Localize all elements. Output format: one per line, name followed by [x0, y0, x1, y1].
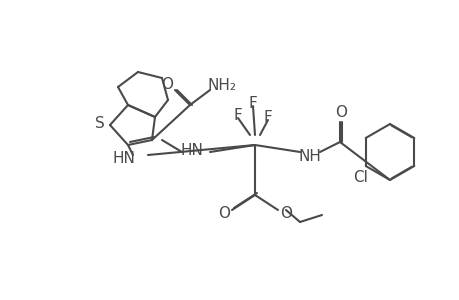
Text: F: F [248, 95, 257, 110]
Text: HN: HN [180, 142, 203, 158]
Text: O: O [334, 104, 346, 119]
Text: O: O [218, 206, 230, 220]
Text: F: F [263, 110, 272, 124]
Text: NH: NH [298, 148, 321, 164]
Text: O: O [161, 76, 173, 92]
Text: HN: HN [112, 151, 135, 166]
Text: F: F [233, 107, 242, 122]
Text: NH₂: NH₂ [207, 77, 236, 92]
Text: S: S [95, 116, 105, 130]
Text: O: O [280, 206, 291, 220]
Text: Cl: Cl [353, 170, 367, 185]
